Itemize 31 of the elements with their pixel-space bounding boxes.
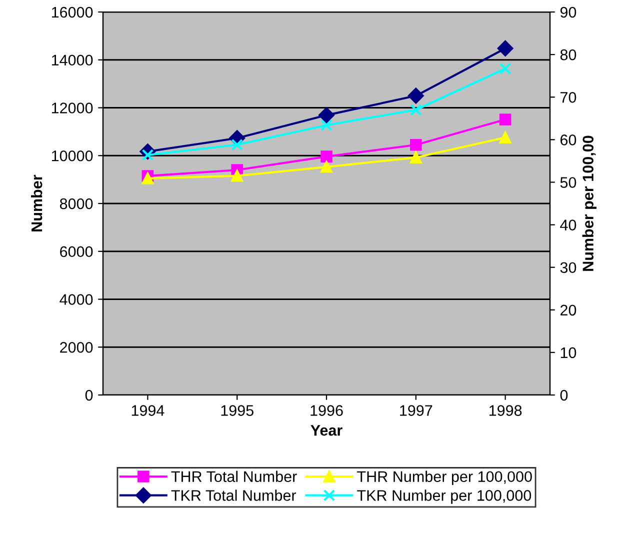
y2-tick-label: 30 xyxy=(560,262,576,274)
y2-tick-label: 80 xyxy=(560,49,576,60)
y2-axis-title: Number per 100,00 xyxy=(582,136,597,271)
y-tick-label: 12000 xyxy=(52,102,93,114)
legend-label: THR Total Number xyxy=(171,470,297,482)
x-tick-label: 1994 xyxy=(132,405,164,416)
y-tick-label: 10000 xyxy=(52,150,93,162)
legend-label: TKR Total Number xyxy=(171,490,296,501)
y2-tick-label: 70 xyxy=(560,92,576,103)
legend-label: THR Number per 100,000 xyxy=(357,470,532,486)
y-axis-title: Number xyxy=(31,174,42,232)
x-axis-title: Year xyxy=(310,425,342,436)
x-tick-label: 1995 xyxy=(221,405,254,416)
x-tick-label: 1997 xyxy=(400,405,432,416)
y2-tick-label: 10 xyxy=(560,347,576,358)
x-tick-label: 1996 xyxy=(310,405,343,416)
y-tick-label: 2000 xyxy=(60,342,93,353)
y-tick-label: 0 xyxy=(85,390,93,401)
y2-tick-label: 60 xyxy=(560,134,576,146)
y-tick-label: 4000 xyxy=(60,294,93,305)
y2-tick-label: 0 xyxy=(560,390,568,401)
y-tick-label: 6000 xyxy=(60,246,93,258)
y2-tick-label: 50 xyxy=(560,177,576,188)
y2-tick-label: 20 xyxy=(560,304,576,316)
y-tick-label: 16000 xyxy=(52,6,93,18)
y-tick-label: 8000 xyxy=(60,198,93,210)
y2-tick-label: 40 xyxy=(560,220,576,230)
x-tick-label: 1998 xyxy=(489,405,522,416)
legend-label: TKR Number per 100,000 xyxy=(357,490,532,504)
y-tick-label: 14000 xyxy=(52,54,93,66)
y2-tick-label: 90 xyxy=(560,6,576,18)
